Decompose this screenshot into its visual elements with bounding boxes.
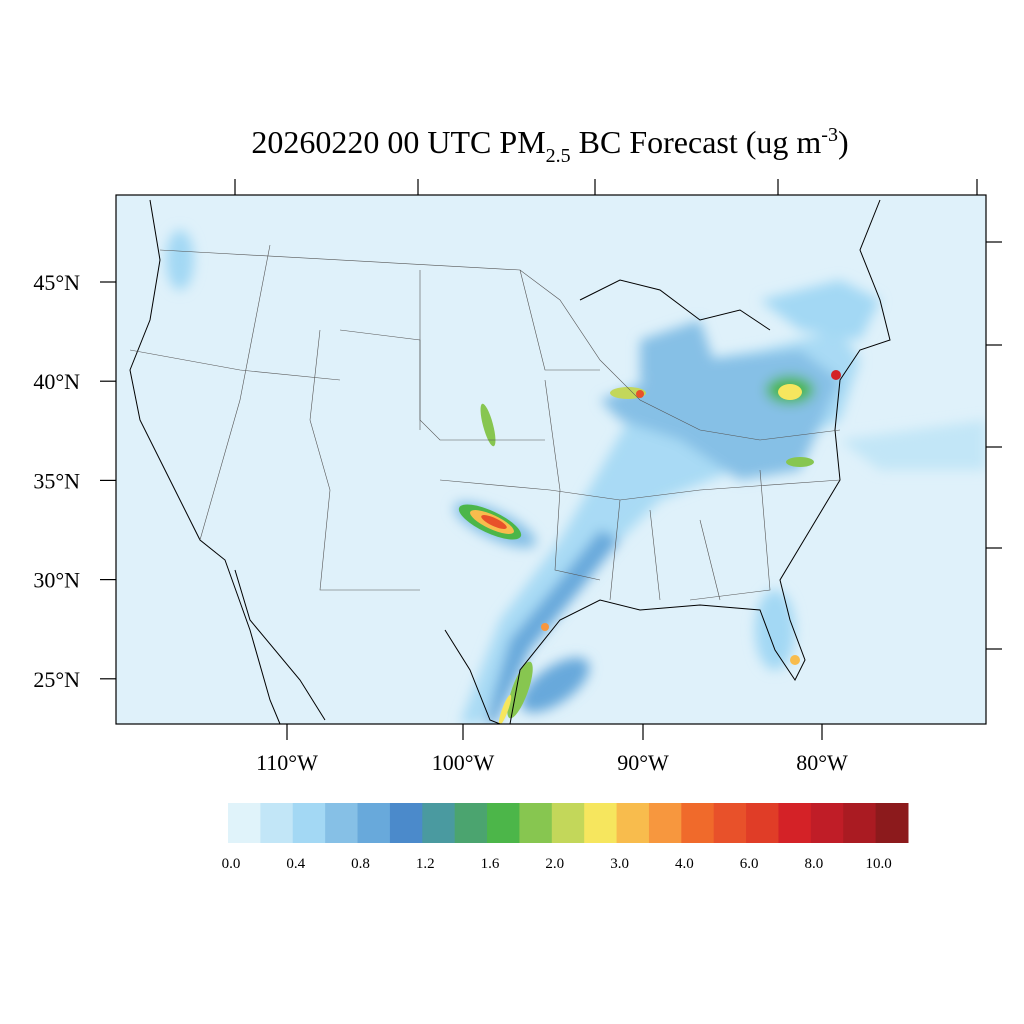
colorbar-box [746, 803, 779, 843]
colorbar-box [357, 803, 391, 843]
title-sup: -3 [821, 124, 838, 146]
lat-label: 35°N [33, 468, 80, 493]
title-sub: 2.5 [546, 145, 571, 167]
colorbar-box [778, 803, 812, 843]
map-frame [115, 194, 987, 725]
colorbar-box [422, 803, 456, 843]
lon-label: 80°W [796, 750, 848, 775]
colorbar-label: 2.0 [545, 856, 564, 872]
frame-ticks [234, 179, 1002, 650]
colorbar-label: 1.6 [481, 856, 500, 872]
lat-label: 40°N [33, 369, 80, 394]
state-borders [129, 244, 841, 601]
map-background [116, 195, 986, 724]
colorbar: 0.0 0.4 0.8 1.2 1.6 2.0 3.0 4.0 6.0 8.0 10.0 [222, 803, 909, 872]
colorbar-label: 6.0 [740, 856, 759, 872]
colorbar-box [228, 803, 261, 843]
map [116, 195, 986, 724]
lon-label: 90°W [617, 750, 669, 775]
lon-label: 100°W [432, 750, 495, 775]
colorbar-box [713, 803, 747, 843]
colorbar-box [875, 803, 909, 843]
colorbar-label: 10.0 [865, 856, 891, 872]
colorbar-box [454, 803, 488, 843]
colorbar-label: 4.0 [675, 856, 694, 872]
colorbar-box [584, 803, 618, 843]
colorbar-box [648, 803, 682, 843]
colorbar-box [551, 803, 585, 843]
title-rest: BC Forecast (ug m [571, 124, 822, 160]
lat-label: 45°N [33, 270, 80, 295]
title-main: 20260220 00 UTC PM [251, 124, 545, 160]
colorbar-box [616, 803, 650, 843]
axis-labels: 45°N 40°N 35°N 30°N 25°N 110°W 100°W 90°W 80°W [33, 270, 848, 775]
colorbar-label: 1.2 [416, 856, 435, 872]
colorbar-box [487, 803, 520, 843]
colorbar-box [260, 803, 294, 843]
colorbar-box [292, 803, 326, 843]
lon-label: 110°W [256, 750, 318, 775]
colorbar-label: 3.0 [610, 856, 629, 872]
colorbar-label: 0.8 [351, 856, 370, 872]
colorbar-label: 0.0 [222, 856, 241, 872]
colorbar-box [325, 803, 359, 843]
concentration-field [166, 230, 986, 724]
lat-label: 30°N [33, 568, 80, 593]
lat-label: 25°N [33, 667, 80, 692]
colorbar-box [389, 803, 423, 843]
title-end: ) [838, 124, 849, 160]
colorbar-box [681, 803, 715, 843]
coastline [129, 199, 891, 724]
colorbar-box [519, 803, 553, 843]
colorbar-label: 8.0 [804, 856, 823, 872]
title: 20260220 00 UTC PM2.5 BC Forecast (ug m-… [251, 124, 848, 167]
colorbar-box [843, 803, 877, 843]
colorbar-label: 0.4 [286, 856, 305, 872]
colorbar-box [810, 803, 844, 843]
